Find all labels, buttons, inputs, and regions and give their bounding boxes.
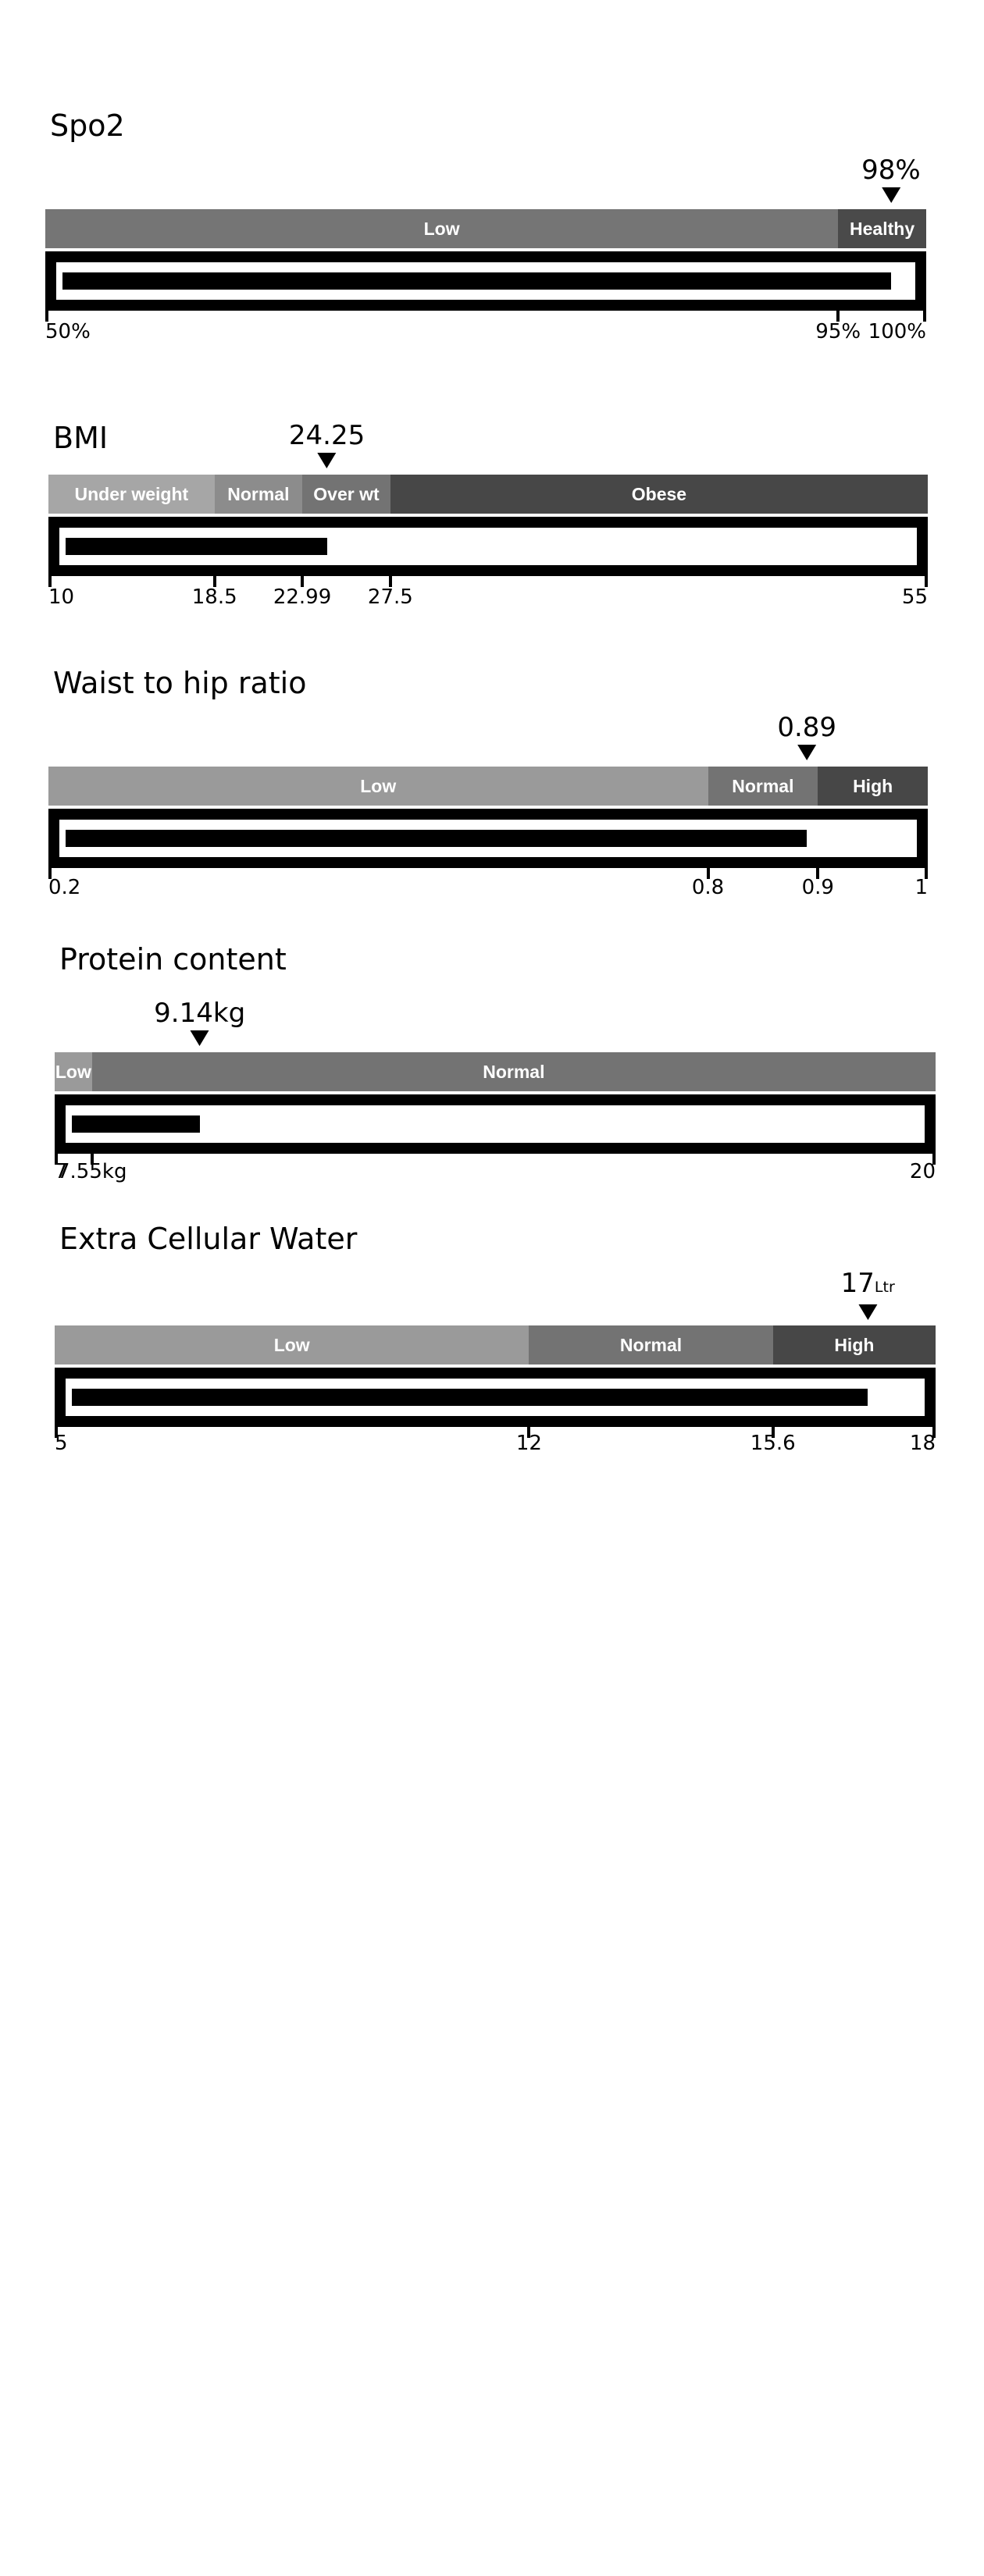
spo2-value-marker: 98% — [861, 155, 921, 203]
bmi-tick — [925, 576, 928, 587]
ecw-value-text: 17 — [840, 1268, 875, 1299]
protein-marker-triangle-icon — [190, 1030, 209, 1046]
bmi-tick-label: 27.5 — [367, 585, 413, 609]
ecw-segment-normal: Normal — [529, 1325, 773, 1364]
protein-title: Protein content — [59, 942, 287, 977]
spo2-segment-low: Low — [45, 209, 839, 248]
waist-hip-segment-high: High — [818, 767, 928, 806]
ecw-value-fill — [72, 1389, 868, 1406]
bmi-segment-obese: Obese — [390, 475, 928, 514]
waist-hip-value-text: 0.89 — [777, 712, 837, 743]
spo2-tick-label: 50% — [45, 320, 91, 343]
ecw-tick — [527, 1427, 531, 1438]
spo2-title: Spo2 — [50, 109, 125, 143]
bmi-segment-normal: Normal — [214, 475, 303, 514]
protein-tick-label: 20 — [909, 1160, 936, 1183]
spo2-tick-label: 100% — [868, 320, 926, 343]
ecw-value-label: 17Ltr — [841, 1268, 895, 1303]
waist-hip-tick — [925, 868, 928, 879]
bmi-segment-over-wt: Over wt — [302, 475, 390, 514]
spo2-tick — [45, 311, 48, 322]
spo2-range-bar: Low Healthy — [45, 209, 926, 248]
bmi-tick-label: 18.5 — [191, 585, 237, 609]
bmi-tick-label: 22.99 — [273, 585, 332, 609]
bmi-title: BMI — [53, 421, 109, 455]
spo2-value-text: 98% — [861, 155, 921, 186]
bmi-tick — [48, 576, 52, 587]
bmi-value-text: 24.25 — [288, 420, 365, 451]
waist-hip-tick-label: 0.8 — [691, 876, 725, 899]
ecw-range-bar: Low Normal High — [55, 1325, 936, 1364]
waist-hip-range-bar: Low Normal High — [48, 767, 928, 806]
protein-range-bar: Low Normal — [55, 1052, 936, 1091]
protein-tick-label: 7 — [55, 1160, 68, 1183]
ecw-value-track — [55, 1368, 936, 1427]
bmi-value-fill — [66, 538, 327, 555]
protein-tick — [932, 1154, 936, 1165]
spo2-tick — [923, 311, 926, 322]
spo2-tick-label: 95% — [815, 320, 861, 343]
spo2-value-fill — [62, 272, 891, 290]
protein-value-fill — [72, 1115, 200, 1133]
ecw-segment-low: Low — [55, 1325, 529, 1364]
waist-hip-tick — [816, 868, 820, 879]
bmi-segment-under-weight: Under weight — [48, 475, 215, 514]
ecw-value-marker: 17Ltr — [841, 1268, 895, 1320]
bmi-marker-triangle-icon — [317, 453, 337, 468]
waist-hip-tick-label: 0.9 — [801, 876, 834, 899]
spo2-marker-triangle-icon — [881, 187, 900, 203]
protein-value-text: 9.14kg — [154, 998, 246, 1029]
ecw-tick — [55, 1427, 58, 1438]
spo2-tick — [836, 311, 840, 322]
ecw-marker-triangle-icon — [858, 1304, 878, 1320]
protein-tick — [55, 1154, 58, 1165]
protein-value-marker: 9.14kg — [154, 998, 245, 1046]
spo2-segment-healthy: Healthy — [838, 209, 926, 248]
waist-hip-value-fill — [66, 830, 808, 847]
bmi-tick — [212, 576, 216, 587]
protein-value-track — [55, 1094, 936, 1154]
ecw-tick-label: 5 — [55, 1432, 68, 1455]
bmi-value-track — [48, 517, 928, 576]
waist-hip-tick — [706, 868, 710, 879]
waist-hip-value-label: 0.89 — [777, 712, 836, 743]
ecw-tick — [932, 1427, 936, 1438]
waist-hip-tick — [48, 868, 52, 879]
bmi-value-marker: 24.25 — [289, 420, 365, 468]
waist-hip-title: Waist to hip ratio — [53, 666, 307, 700]
protein-segment-normal: Normal — [91, 1052, 936, 1091]
bmi-tick — [388, 576, 392, 587]
spo2-value-track — [45, 251, 926, 311]
protein-value-label: 9.14kg — [154, 998, 245, 1029]
waist-hip-segment-low: Low — [48, 767, 708, 806]
spo2-value-label: 98% — [861, 155, 921, 186]
protein-segment-low: Low — [55, 1052, 92, 1091]
bmi-value-label: 24.25 — [289, 420, 365, 451]
bmi-tick — [301, 576, 305, 587]
waist-hip-tick-label: 0.2 — [48, 876, 81, 899]
ecw-value-unit: Ltr — [874, 1279, 895, 1296]
ecw-tick-label: 12 — [515, 1432, 542, 1455]
ecw-tick-label: 18 — [909, 1432, 936, 1455]
waist-hip-segment-normal: Normal — [708, 767, 818, 806]
ecw-segment-high: High — [772, 1325, 936, 1364]
ecw-title: Extra Cellular Water — [59, 1222, 358, 1256]
waist-hip-tick-label: 1 — [914, 876, 928, 899]
ecw-tick-label: 15.6 — [750, 1432, 796, 1455]
waist-hip-marker-triangle-icon — [797, 745, 817, 760]
protein-tick — [90, 1154, 94, 1165]
ecw-tick — [771, 1427, 775, 1438]
bmi-tick-label: 10 — [48, 585, 75, 609]
bmi-range-bar: Under weight Normal Over wt Obese — [48, 475, 928, 514]
waist-hip-value-track — [48, 809, 928, 868]
waist-hip-value-marker: 0.89 — [777, 712, 836, 760]
protein-tick-label: 7.55kg — [56, 1160, 127, 1183]
bmi-tick-label: 55 — [901, 585, 928, 609]
